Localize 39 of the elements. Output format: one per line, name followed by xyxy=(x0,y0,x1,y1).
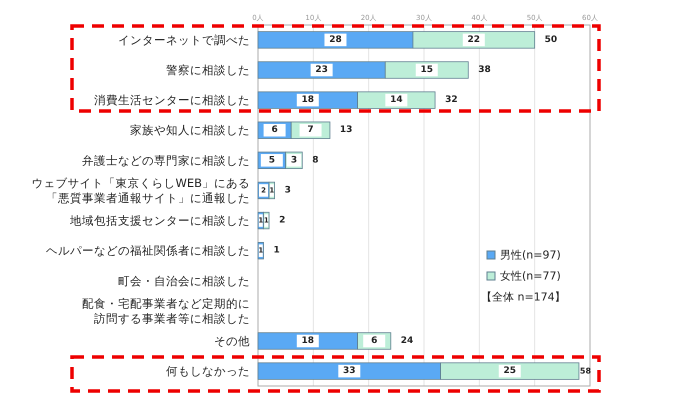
data-label: 5 xyxy=(268,155,275,166)
y-tick-label: ヘルパーなどの福祉関係者に相談した xyxy=(46,244,250,258)
y-tick-label: 配食・宅配事業者など定期的に訪問する事業者等に相談した xyxy=(82,296,250,326)
data-label: 6 xyxy=(371,336,378,346)
data-label: 7 xyxy=(307,125,314,136)
data-label: 22 xyxy=(468,34,480,45)
data-label: 3 xyxy=(290,155,298,166)
total-label: 50 xyxy=(544,34,558,45)
data-label: 33 xyxy=(343,366,356,376)
y-tick-label: 消費生活センターに相談した xyxy=(94,93,250,108)
annotation: 【全体 n=174】 xyxy=(481,290,566,304)
y-tick-label: 地域包括支援センターに相談した xyxy=(69,214,250,228)
data-label: 23 xyxy=(315,65,328,76)
y-tick-label: その他 xyxy=(214,334,250,348)
y-tick-label: インターネットで調べた xyxy=(118,32,250,47)
total-label: 8 xyxy=(312,155,319,166)
legend-label: 男性(n=97) xyxy=(500,248,561,262)
data-label: 14 xyxy=(390,95,403,106)
total-label: 13 xyxy=(340,125,352,136)
y-tick-label: 家族や知人に相談した xyxy=(130,123,250,138)
data-label: 18 xyxy=(302,336,314,346)
total-label: 58 xyxy=(580,366,592,376)
total-label: 38 xyxy=(478,65,491,76)
legend-label: 女性(n=77) xyxy=(500,270,561,282)
total-label: 3 xyxy=(284,185,291,196)
total-label: 32 xyxy=(445,95,458,106)
data-label: 18 xyxy=(302,95,314,106)
y-tick-label: ウェブサイト「東京くらしWEB」にある「悪質事業者通報サイト」に通報した xyxy=(31,176,250,205)
total-label: 2 xyxy=(279,216,286,226)
y-tick-label: 何もしなかった xyxy=(166,364,250,378)
total-label: 24 xyxy=(400,336,414,346)
y-tick-label: 町会・自治会に相談した xyxy=(118,274,250,288)
data-label: 28 xyxy=(329,34,342,45)
y-tick-label: 弁護士などの専門家に相談した xyxy=(82,153,250,168)
y-tick-label: 警察に相談した xyxy=(166,63,250,78)
total-label: 1 xyxy=(274,246,280,256)
data-label: 15 xyxy=(420,65,434,76)
data-label: 25 xyxy=(504,366,516,376)
data-label: 6 xyxy=(271,125,278,136)
